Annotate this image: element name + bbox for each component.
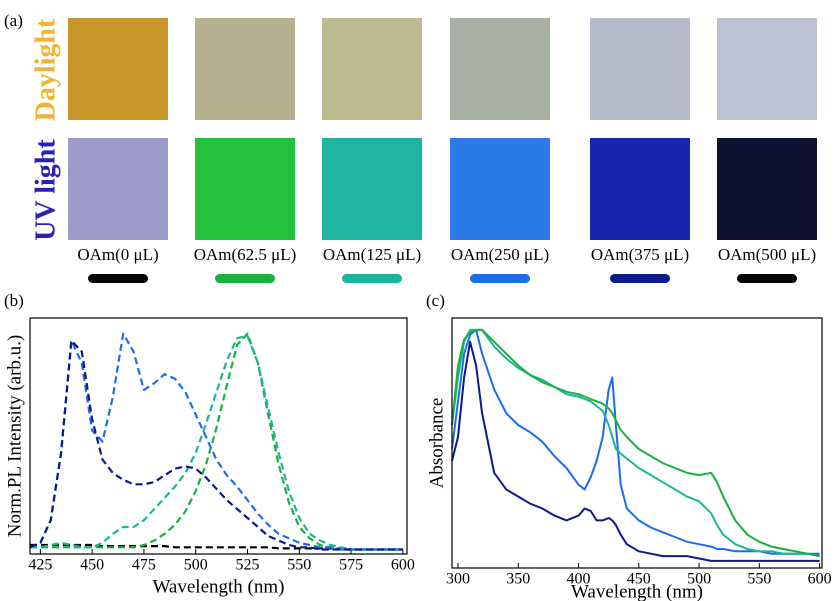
panel-label: (b) <box>4 291 24 310</box>
sample-photo <box>450 18 550 120</box>
plot-frame <box>29 317 408 555</box>
x-tick-label: 550 <box>747 571 771 588</box>
sample-label: OAm(250 μL) <box>451 245 549 264</box>
sample-photo <box>195 18 295 120</box>
plot-frame <box>451 317 823 569</box>
x-tick-label: 550 <box>287 557 311 574</box>
sample-photo <box>68 18 168 120</box>
x-tick-label: 450 <box>627 571 651 588</box>
row-label: UV light <box>30 139 61 241</box>
series-line <box>30 332 403 551</box>
series-line <box>30 334 403 551</box>
series-line <box>29 332 403 551</box>
sample-label: OAm(500 μL) <box>718 245 816 264</box>
x-tick-label: 400 <box>567 571 591 588</box>
x-axis-title: Wavelength (nm) <box>153 576 285 597</box>
series-line <box>451 340 820 562</box>
sample-photo <box>322 138 422 240</box>
x-tick-label: 600 <box>808 571 832 588</box>
series-line <box>451 328 820 558</box>
sample-label: OAm(0 μL) <box>77 245 158 264</box>
series-line <box>451 328 820 558</box>
x-tick-label: 475 <box>132 557 156 574</box>
sample-color-bar <box>610 274 670 283</box>
y-axis-title: Norm.PL Intensity (arb.u.) <box>4 335 25 537</box>
sample-photo <box>195 138 295 240</box>
sample-photo <box>717 18 817 120</box>
x-axis-title: Wavelength (nm) <box>571 581 703 601</box>
sample-color-bar <box>737 274 797 283</box>
sample-color-bar <box>88 274 148 283</box>
x-tick-label: 575 <box>339 557 363 574</box>
x-tick-label: 525 <box>236 557 260 574</box>
sample-label: OAm(375 μL) <box>591 245 689 264</box>
sample-label: OAm(62.5 μL) <box>194 245 297 264</box>
x-tick-label: 450 <box>80 557 104 574</box>
sample-color-bar <box>470 274 530 283</box>
sample-photo <box>68 138 168 240</box>
sample-photo <box>322 18 422 120</box>
series-line <box>29 339 403 551</box>
sample-label: OAm(125 μL) <box>323 245 421 264</box>
sample-photo <box>450 138 550 240</box>
x-tick-label: 300 <box>446 571 470 588</box>
sample-color-bar <box>342 274 402 283</box>
sample-photo <box>717 138 817 240</box>
sample-color-bar <box>215 274 275 283</box>
x-tick-label: 350 <box>506 571 530 588</box>
panel-label: (c) <box>426 291 445 310</box>
x-tick-label: 500 <box>184 557 208 574</box>
row-label: Daylight <box>30 18 61 121</box>
sample-photo <box>590 18 690 120</box>
x-tick-label: 425 <box>28 557 52 574</box>
panel-label: (a) <box>4 11 23 30</box>
x-tick-label: 600 <box>391 557 415 574</box>
sample-photo <box>590 138 690 240</box>
series-line <box>451 328 820 555</box>
x-tick-label: 500 <box>687 571 711 588</box>
y-axis-title: Absorbance <box>426 398 447 489</box>
